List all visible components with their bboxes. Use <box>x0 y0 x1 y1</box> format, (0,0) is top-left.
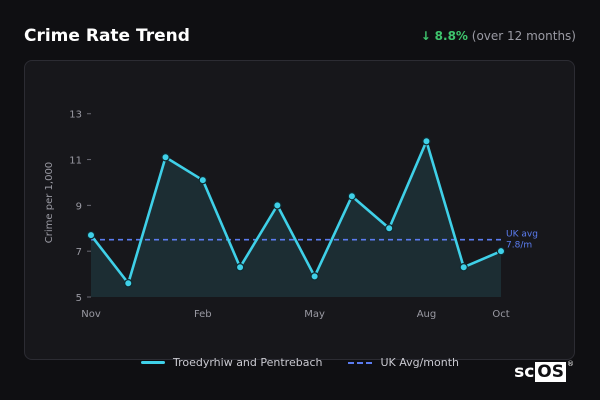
x-tick-label: Aug <box>417 309 437 320</box>
change-summary: ↓ 8.8% (over 12 months) <box>421 29 576 43</box>
series-area-fill <box>91 141 501 297</box>
legend-swatch-solid <box>140 361 165 364</box>
change-period: (over 12 months) <box>471 29 576 43</box>
data-point <box>235 263 245 272</box>
logo-registered-mark: ® <box>567 360 574 368</box>
data-point <box>161 153 170 162</box>
data-point <box>273 201 282 210</box>
legend-label-average: UK Avg/month <box>380 356 460 369</box>
y-tick-label: 7 <box>76 247 82 258</box>
x-tick-label: Feb <box>194 309 212 320</box>
data-point <box>384 224 394 233</box>
chart-panel <box>24 60 575 360</box>
x-tick-label: May <box>304 309 325 320</box>
legend-item-average[interactable]: UK Avg/month <box>348 356 459 369</box>
legend-item-series[interactable]: Troedyrhiw and Pentrebach <box>140 356 323 369</box>
y-tick-label: 5 <box>76 293 82 304</box>
down-arrow-icon: ↓ <box>420 29 431 43</box>
data-point <box>198 175 208 185</box>
uk-average-value-annotation: 7.8/m <box>506 241 532 251</box>
data-point <box>310 272 319 281</box>
data-point <box>496 246 506 256</box>
legend-label-series: Troedyrhiw and Pentrebach <box>172 356 323 369</box>
x-tick-label: Oct <box>492 309 509 320</box>
data-point <box>86 230 96 240</box>
logo-text: sc <box>514 362 535 382</box>
x-tick-label: Nov <box>81 309 101 320</box>
data-point <box>422 137 431 146</box>
page-title: Crime Rate Trend <box>24 26 190 46</box>
y-axis-label: Crime per 1,000 <box>44 162 55 243</box>
change-percent: 8.8% <box>434 29 468 43</box>
y-tick-label: 11 <box>69 156 82 167</box>
data-point <box>459 263 468 272</box>
y-tick-label: 13 <box>69 110 82 121</box>
logo-box-text: OS <box>535 362 566 382</box>
brand-logo: sc OS ® <box>514 360 574 382</box>
data-point <box>124 279 133 288</box>
series-line <box>89 139 502 285</box>
legend-swatch-dashed <box>348 361 373 364</box>
data-point <box>347 192 357 201</box>
y-tick-label: 9 <box>76 201 82 212</box>
chart-legend: Troedyrhiw and Pentrebach UK Avg/month <box>0 356 600 369</box>
uk-average-annotation: UK avg <box>506 230 538 240</box>
